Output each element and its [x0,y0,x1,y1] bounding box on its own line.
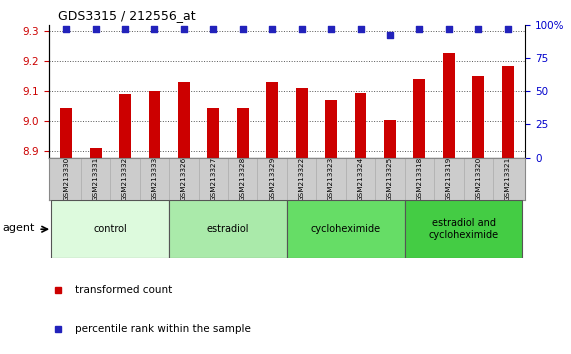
Text: GSM213327: GSM213327 [210,156,216,201]
Bar [169,200,287,258]
Text: GSM213319: GSM213319 [446,156,452,201]
Text: percentile rank within the sample: percentile rank within the sample [75,324,251,334]
Bar [405,200,522,258]
Point [297,26,306,32]
Point [356,26,365,32]
Text: control: control [94,224,127,234]
Text: GSM213325: GSM213325 [387,156,393,201]
Text: GSM213328: GSM213328 [240,156,246,201]
Point [385,33,395,38]
Point [91,26,100,32]
Point [238,26,247,32]
Point [415,26,424,32]
Text: transformed count: transformed count [75,285,172,295]
Bar [178,82,190,158]
Text: agent: agent [3,223,35,233]
Point [179,26,188,32]
Point [62,26,71,32]
Text: GSM213323: GSM213323 [328,156,334,201]
Point [120,26,130,32]
Point [444,26,453,32]
Bar [413,79,425,158]
Text: GSM213318: GSM213318 [416,156,423,201]
Point [503,26,512,32]
Text: GDS3315 / 212556_at: GDS3315 / 212556_at [58,9,196,22]
Bar [51,200,169,258]
Bar [384,120,396,158]
Text: GSM213333: GSM213333 [151,156,158,201]
Bar [287,200,405,258]
Bar [355,93,367,158]
Bar [119,94,131,158]
Text: GSM213330: GSM213330 [63,156,69,201]
Bar [296,88,308,158]
Bar [266,82,278,158]
Bar [61,108,72,158]
Text: GSM213324: GSM213324 [357,156,364,201]
Point [150,26,159,32]
Bar [207,108,219,158]
Point [268,26,277,32]
Text: GSM213331: GSM213331 [93,156,99,201]
Bar [443,53,455,158]
Text: cycloheximide: cycloheximide [311,224,381,234]
Point [474,26,483,32]
Bar [472,76,484,158]
Text: GSM213321: GSM213321 [505,156,510,201]
Bar [90,148,102,158]
Text: GSM213332: GSM213332 [122,156,128,201]
Text: GSM213320: GSM213320 [475,156,481,201]
Text: estradiol: estradiol [207,224,250,234]
Text: GSM213322: GSM213322 [299,156,305,201]
Point [209,26,218,32]
Text: GSM213329: GSM213329 [269,156,275,201]
Text: estradiol and
cycloheximide: estradiol and cycloheximide [428,218,498,240]
Text: GSM213326: GSM213326 [181,156,187,201]
Bar [237,108,248,158]
Bar [325,100,337,158]
Bar [502,65,513,158]
Bar [148,91,160,158]
Point [327,26,336,32]
